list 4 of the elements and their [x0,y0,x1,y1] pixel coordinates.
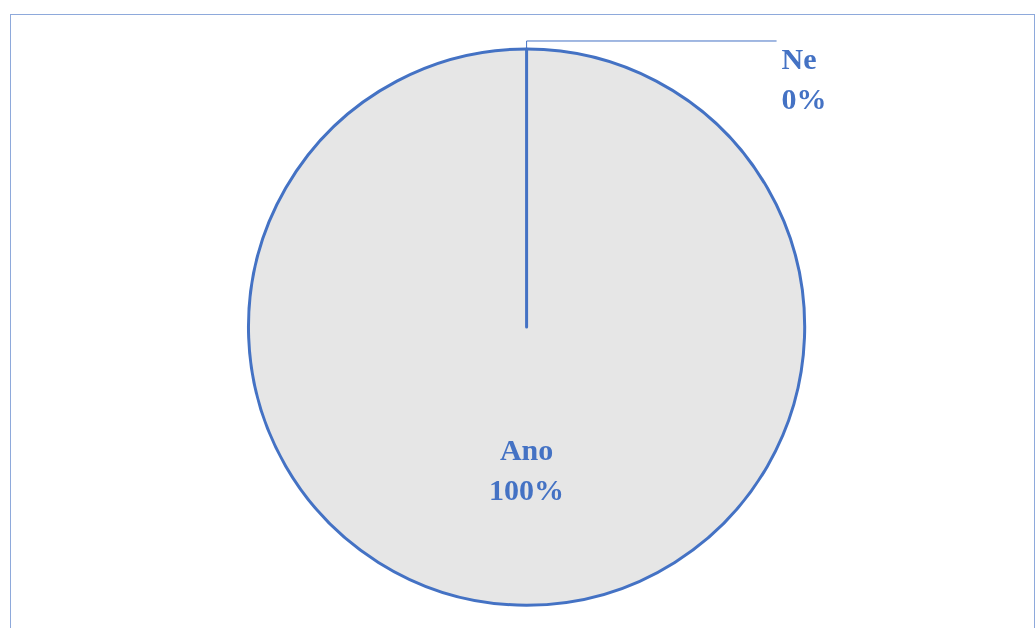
text: 0% [781,82,827,116]
data-label: 100% [489,472,565,506]
category-label: Ne [781,42,817,76]
slice-label: Ano [499,432,554,466]
